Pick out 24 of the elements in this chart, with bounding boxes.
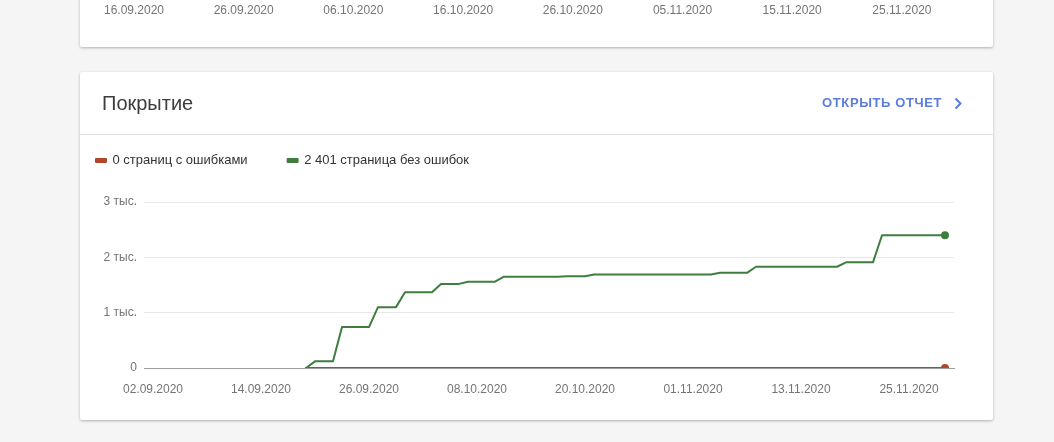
x-tick-label: 01.11.2020 <box>663 381 723 396</box>
text: 05.11.2020 <box>652 3 713 17</box>
x-tick-label: 26.09.2020 <box>338 381 400 396</box>
x-tick-label: 08.10.2020 <box>446 381 508 396</box>
legend-label: 0 страниц с ошибками <box>112 152 248 168</box>
x-tick-label: 25.11.2020 <box>879 381 939 396</box>
text: ОТКРЫТЬ ОТЧЕТ <box>822 94 942 112</box>
y-tick-label: 3 тыс. <box>103 194 137 209</box>
text: 15.11.2020 <box>762 3 822 17</box>
text: 26.09.2020 <box>213 3 274 17</box>
x-tick-label: 14.09.2020 <box>230 381 292 396</box>
text: 26.10.2020 <box>542 3 603 17</box>
y-tick-label: 2 тыс. <box>103 249 137 264</box>
y-tick-label: 1 тыс. <box>103 304 137 319</box>
chart-title: Покрытие <box>102 91 194 115</box>
text: 16.09.2020 <box>103 3 165 17</box>
legend-label: 2 401 страница без ошибок <box>304 152 470 168</box>
x-tick-label: 02.09.2020 <box>122 381 184 396</box>
x-tick-label: 20.10.2020 <box>554 381 616 396</box>
y-tick-label: 0 <box>130 360 138 375</box>
text: 25.11.2020 <box>872 3 932 17</box>
x-tick-label: 13.11.2020 <box>771 381 831 396</box>
text: 06.10.2020 <box>323 3 384 17</box>
text: 16.10.2020 <box>433 3 494 17</box>
